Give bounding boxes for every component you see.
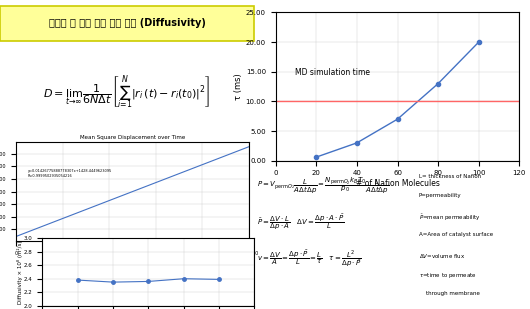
Text: $v = \dfrac{\Delta V}{A} = \dfrac{\Delta p \cdot \bar{P}}{L} = \dfrac{L}{\tau} \: $v = \dfrac{\Delta V}{A} = \dfrac{\Delta… bbox=[257, 248, 362, 269]
Text: $\Delta V$=volume flux: $\Delta V$=volume flux bbox=[419, 252, 465, 260]
Text: A=Area of catalyst surface: A=Area of catalyst surface bbox=[419, 232, 493, 237]
Text: L= thickness of Nafion: L= thickness of Nafion bbox=[419, 174, 481, 179]
Text: 나피온 내 산소 확산 계수 계산 (Diffusivity): 나피온 내 산소 확산 계수 계산 (Diffusivity) bbox=[49, 18, 206, 28]
X-axis label: Time (fs): Time (fs) bbox=[122, 257, 143, 262]
Text: $\bar{P}$=mean permeability: $\bar{P}$=mean permeability bbox=[419, 213, 481, 223]
Text: $D = \lim_{t \to \infty} \dfrac{1}{6N\Delta t} \left[\sum_{i=1}^{N} |r_i(t) - r_: $D = \lim_{t \to \infty} \dfrac{1}{6N\De… bbox=[43, 74, 211, 111]
Text: $\tau$=time to permeate: $\tau$=time to permeate bbox=[419, 271, 476, 280]
Text: $P = V_{\mathrm{perm}O_2}\dfrac{L}{A\Delta t\Delta p} = \dfrac{N_{\mathrm{perm}O: $P = V_{\mathrm{perm}O_2}\dfrac{L}{A\Del… bbox=[257, 176, 389, 196]
X-axis label: # of Nafion Molecules: # of Nafion Molecules bbox=[356, 179, 439, 188]
Text: $\bar{P} = \dfrac{\Delta V \cdot L}{\Delta p \cdot A} \quad \Delta V = \dfrac{\D: $\bar{P} = \dfrac{\Delta V \cdot L}{\Del… bbox=[257, 212, 345, 232]
Text: MD simulation time: MD simulation time bbox=[295, 68, 370, 77]
Text: y=0.01426775888778307x+1428.4449623095
R=0.9999502935054216: y=0.01426775888778307x+1428.4449623095 R… bbox=[28, 169, 112, 178]
Y-axis label: τ (ms): τ (ms) bbox=[234, 73, 243, 100]
Title: Mean Square Displacement over Time: Mean Square Displacement over Time bbox=[80, 135, 185, 140]
Text: P=permeability: P=permeability bbox=[419, 193, 461, 198]
Text: through membrane: through membrane bbox=[419, 290, 480, 296]
FancyBboxPatch shape bbox=[1, 6, 254, 41]
Y-axis label: Diffusivity × 10⁸ (m²/s): Diffusivity × 10⁸ (m²/s) bbox=[16, 240, 23, 304]
